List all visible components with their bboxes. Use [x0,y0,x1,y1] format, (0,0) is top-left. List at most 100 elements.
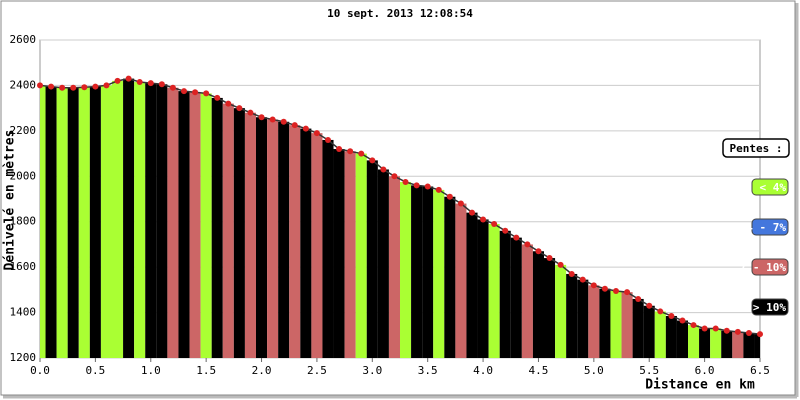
legend-label: < 4% [760,181,787,194]
slope-bar [555,264,567,358]
point-marker [601,285,608,292]
slope-bar [200,93,212,358]
slope-bar [521,244,533,358]
slope-bar [588,285,600,358]
slope-bar [178,91,190,358]
slope-bar [732,331,744,358]
point-marker [413,182,420,189]
point-marker [247,109,254,116]
point-marker [59,84,66,91]
legend-swatch [751,258,789,276]
slope-bar [488,223,500,358]
y-tick-label: 2600 [10,33,37,46]
slope-bar [211,97,223,359]
y-tick-label: 2400 [10,78,37,91]
slope-bar [300,128,312,358]
x-tick-label: 2.5 [307,364,327,377]
x-axis-label: Distance en km [645,378,755,393]
y-tick-label: 1400 [10,306,37,319]
point-marker [369,157,376,164]
point-marker [734,328,741,335]
point-marker [125,75,132,82]
slope-bar [355,153,367,358]
point-marker [469,209,475,216]
point-marker [513,234,520,241]
point-marker [258,114,265,121]
y-tick-label: 2200 [10,124,37,137]
slope-bar [532,251,544,358]
point-marker [457,200,464,207]
slope-bar [56,87,68,358]
slope-bar [577,279,589,358]
slope-bar [643,305,655,358]
point-marker [391,173,398,180]
point-marker [402,178,409,185]
point-marker [280,118,287,125]
point-marker [192,89,199,96]
slope-bar [366,160,378,358]
point-marker [491,220,498,227]
point-marker [325,136,331,143]
slope-bar [278,121,290,359]
slope-bar [721,330,733,358]
point-marker [524,241,531,248]
legend-swatch [751,298,789,316]
x-tick-label: 6.0 [695,364,715,377]
slope-bar [134,82,146,359]
slope-bar [233,108,245,359]
slope-bar [100,85,112,358]
x-tick-label: 1.5 [196,364,216,377]
point-marker [613,287,619,294]
point-marker [757,331,763,338]
slope-bar [433,189,445,358]
point-marker [424,183,431,190]
slope-bar [688,325,700,358]
x-tick-label: 1.0 [141,364,161,377]
slope-bar [256,117,268,358]
point-marker [657,308,664,315]
x-tick-label: 4.0 [473,364,493,377]
point-marker [745,330,752,337]
slope-bar [156,84,168,359]
slope-bar [145,83,157,359]
slope-bar [411,185,423,358]
x-tick-label: 5.5 [639,364,659,377]
slope-bar [710,328,722,358]
y-tick-label: 1200 [10,351,37,364]
slope-bar [78,87,90,358]
slope-bar [699,328,711,358]
slope-bar [67,87,79,358]
point-marker [480,216,487,223]
point-marker [158,81,165,88]
y-axis-label: Dénivelé en mètres [3,130,18,271]
point-marker [579,276,586,283]
point-marker [712,325,719,332]
x-tick-label: 5.0 [584,364,604,377]
x-tick-label: 3.0 [362,364,382,377]
point-marker [37,82,43,89]
point-marker [269,116,276,123]
point-marker [502,227,509,234]
x-tick-label: 3.5 [418,364,438,377]
point-marker [236,105,243,112]
slope-bar [477,219,489,358]
slope-bar [743,333,755,358]
y-tick-label: 2000 [10,169,37,182]
slope-bar [40,85,46,358]
point-marker [302,125,309,132]
slope-bar [267,119,279,358]
point-marker [435,186,442,193]
slope-bar [333,149,345,358]
x-tick-label: 0.5 [85,364,105,377]
point-marker [147,80,154,87]
slope-bar [444,196,456,358]
slope-bar [455,203,467,358]
point-marker [546,255,553,262]
point-marker [291,122,298,129]
point-marker [535,248,542,255]
point-marker [347,148,354,155]
point-marker [225,100,232,107]
point-marker [114,77,121,84]
x-tick-label: 0.0 [30,364,50,377]
